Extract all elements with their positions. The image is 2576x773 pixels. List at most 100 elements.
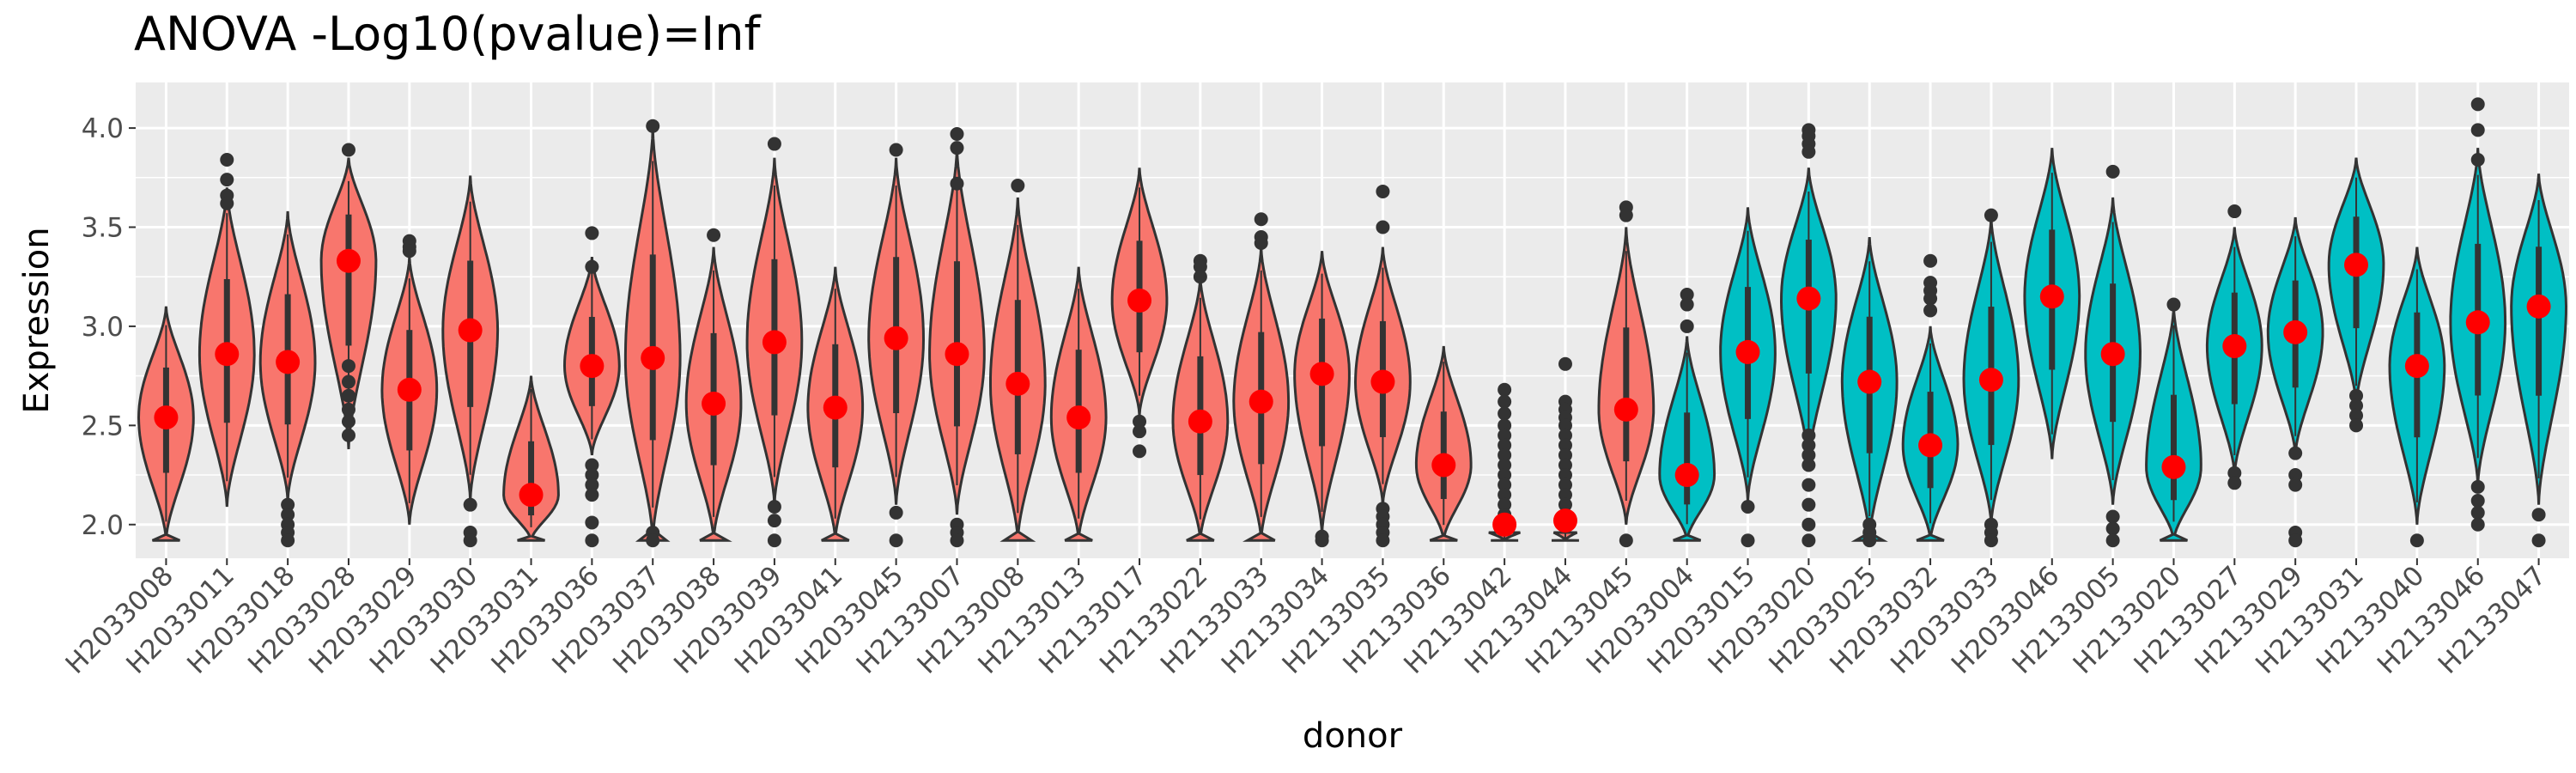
mean-point <box>154 405 179 430</box>
outlier-point <box>2470 123 2485 137</box>
outlier-point <box>1801 438 1816 453</box>
outlier-point <box>1011 179 1025 193</box>
outlier-point <box>950 141 964 155</box>
mean-point <box>1005 371 1030 396</box>
violin-H2033030 <box>441 175 500 548</box>
violin-H2133033 <box>1232 212 1291 542</box>
violin-H2133007 <box>928 127 986 548</box>
violin-H2133027 <box>2205 204 2263 490</box>
outlier-point <box>1498 497 1512 512</box>
outlier-point <box>2470 153 2485 167</box>
mean-point <box>1492 512 1517 537</box>
y-axis-label: Expression <box>17 227 57 413</box>
outlier-point <box>1558 438 1572 453</box>
outlier-point <box>2227 476 2242 490</box>
outlier-point <box>1619 533 1633 548</box>
outlier-point <box>1376 533 1390 548</box>
mean-point <box>823 395 848 420</box>
violin-H2033025 <box>1840 236 1899 548</box>
outlier-point <box>1923 291 1938 306</box>
mean-point <box>1796 286 1821 311</box>
outlier-point <box>767 533 781 548</box>
outlier-point <box>1133 444 1147 459</box>
outlier-point <box>1558 488 1572 502</box>
violin-H2033039 <box>745 137 804 548</box>
outlier-point <box>2288 446 2303 460</box>
outlier-point <box>1498 438 1512 453</box>
outlier-point <box>1498 478 1512 492</box>
outlier-point <box>2105 164 2120 179</box>
y-axis: 2.0 2.5 3.0 3.5 4.0 <box>82 113 136 541</box>
outlier-point <box>1498 468 1512 483</box>
violin-H2133013 <box>1049 266 1108 542</box>
mean-point <box>2465 310 2490 335</box>
outlier-point <box>402 244 416 259</box>
iqr-bar <box>345 214 352 346</box>
outlier-point <box>1923 303 1938 318</box>
violin-H2133029 <box>2266 216 2324 548</box>
outlier-point <box>1193 259 1207 274</box>
outlier-point <box>889 533 903 548</box>
outlier-point <box>1984 208 1998 222</box>
mean-point <box>1674 463 1699 488</box>
outlier-point <box>1801 533 1816 548</box>
x-axis: H2033008H2033011H2033018H2033028H2033029… <box>60 558 2552 680</box>
mean-point <box>2100 342 2125 367</box>
outlier-point <box>1558 497 1572 512</box>
iqr-bar <box>2170 394 2177 501</box>
outlier-point <box>341 359 355 374</box>
outlier-point <box>585 533 599 548</box>
outlier-point <box>2227 466 2242 480</box>
violin-H2033004 <box>1658 287 1716 542</box>
outlier-point <box>1498 488 1512 502</box>
outlier-point <box>1558 418 1572 433</box>
outlier-point <box>1498 447 1512 462</box>
mean-point <box>1370 369 1395 394</box>
violin-H2133022 <box>1171 253 1230 542</box>
outlier-point <box>220 153 234 167</box>
outlier-point <box>1558 478 1572 492</box>
violin-H2133008 <box>989 179 1047 542</box>
violin-H2033046 <box>2023 148 2081 460</box>
outlier-point <box>281 533 295 548</box>
violin-H2133044 <box>1551 356 1579 542</box>
violin-H2133047 <box>2510 173 2568 548</box>
mean-point <box>580 354 605 379</box>
y-tick-label: 3.5 <box>82 213 124 244</box>
outlier-point <box>1741 533 1755 548</box>
violin-H2133020 <box>2145 297 2202 542</box>
outlier-point <box>1254 235 1268 250</box>
outlier-point <box>707 228 721 242</box>
outlier-point <box>889 505 903 520</box>
outlier-point <box>1254 212 1268 227</box>
outlier-point <box>1923 253 1938 268</box>
outlier-point <box>585 478 599 492</box>
outlier-point <box>585 259 599 274</box>
outlier-point <box>2349 418 2364 433</box>
mean-point <box>2283 320 2308 344</box>
outlier-point <box>2349 399 2364 413</box>
outlier-point <box>2470 517 2485 532</box>
outlier-point <box>341 402 355 417</box>
mean-point <box>2161 454 2186 479</box>
violin-H2133035 <box>1353 184 1412 548</box>
iqr-bar <box>1684 412 1691 505</box>
outlier-point <box>2470 479 2485 494</box>
outlier-point <box>1498 394 1512 409</box>
outlier-point <box>2166 297 2181 312</box>
mean-point <box>1552 508 1577 533</box>
violin-H2133036 <box>1414 345 1473 542</box>
mean-point <box>519 483 544 508</box>
outlier-point <box>889 143 903 157</box>
outlier-point <box>220 196 234 210</box>
outlier-point <box>1558 356 1572 371</box>
outlier-point <box>1558 458 1572 472</box>
violin-H2133046 <box>2449 97 2507 532</box>
outlier-point <box>1498 458 1512 472</box>
outlier-point <box>2227 204 2242 219</box>
outlier-point <box>950 127 964 142</box>
outlier-point <box>585 458 599 472</box>
mean-point <box>1431 453 1456 478</box>
mean-point <box>1857 369 1882 394</box>
